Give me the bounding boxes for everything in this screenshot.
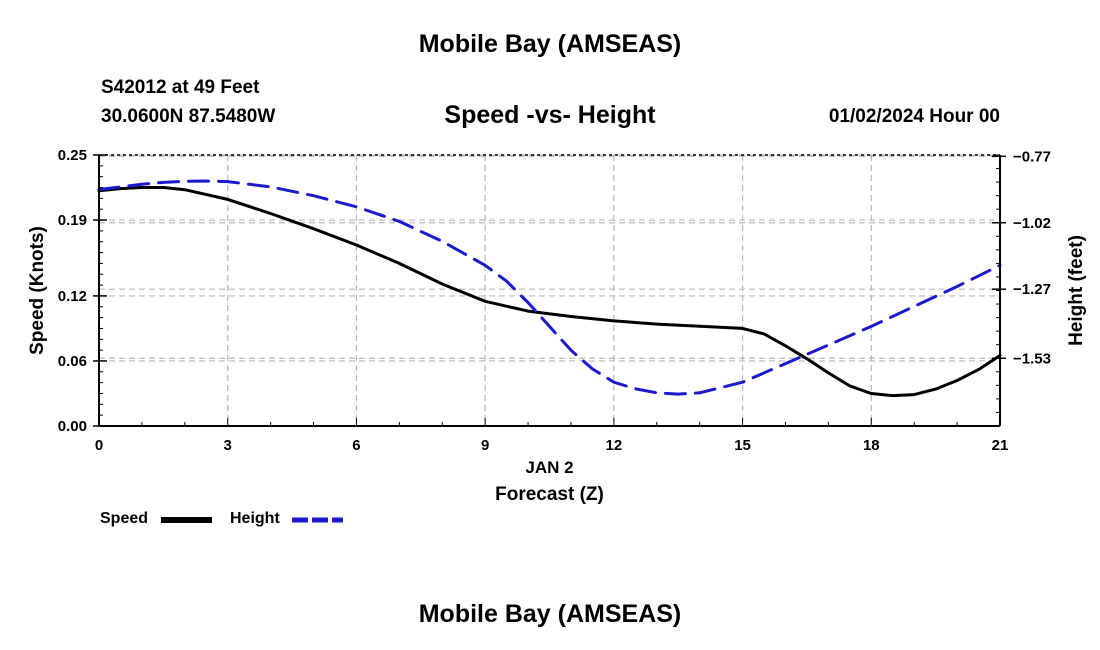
x-tick-label: 9 bbox=[481, 437, 489, 454]
x-tick-label: 0 bbox=[95, 437, 103, 454]
axis-labels: 0 3 6 9 12 15 18 21 0.00 0.06 0.12 0.19 0.25 −0.77 −1.… bbox=[27, 147, 1087, 505]
x-tick-label: 21 bbox=[992, 437, 1009, 454]
y-left-tick-label: 0.00 bbox=[58, 418, 87, 435]
x-tick-label: 3 bbox=[224, 437, 232, 454]
station-label: S42012 at 49 Feet bbox=[101, 77, 260, 98]
series-line-height bbox=[97, 179, 1002, 396]
y-right-tick-label: −1.02 bbox=[1013, 215, 1051, 232]
coordinates-label: 30.0600N 87.5480W bbox=[101, 106, 276, 127]
x-axis-title: Forecast (Z) bbox=[495, 484, 604, 505]
x-tick-label: 6 bbox=[352, 437, 360, 454]
top-title: Mobile Bay (AMSEAS) bbox=[418, 30, 682, 58]
legend-speed-label: Speed bbox=[100, 510, 149, 527]
y-axis-left-title: Speed (Knots) bbox=[27, 226, 48, 355]
legend-height-label: Height bbox=[230, 510, 280, 527]
y-left-tick-label: 0.06 bbox=[58, 353, 87, 370]
grid bbox=[99, 154, 1000, 426]
series-line-speed bbox=[97, 186, 1002, 398]
y-left-tick-label: 0.25 bbox=[58, 147, 87, 164]
y-right-tick-label: −1.53 bbox=[1013, 350, 1051, 367]
x-axis-date-label: JAN 2 bbox=[525, 458, 573, 477]
y-axis-right-title: Height (feet) bbox=[1066, 235, 1087, 346]
y-right-tick-label: −1.27 bbox=[1013, 281, 1051, 298]
y-left-tick-label: 0.19 bbox=[58, 212, 87, 229]
chart-title: Speed -vs- Height bbox=[444, 101, 656, 129]
series-layer bbox=[97, 179, 1002, 398]
x-tick-label: 12 bbox=[606, 437, 623, 454]
datetime-label: 01/02/2024 Hour 00 bbox=[828, 106, 1000, 127]
axes bbox=[93, 154, 1006, 427]
bottom-title: Mobile Bay (AMSEAS) bbox=[418, 600, 682, 628]
x-tick-label: 15 bbox=[734, 437, 751, 454]
y-right-tick-label: −0.77 bbox=[1013, 148, 1051, 165]
x-tick-label: 18 bbox=[863, 437, 880, 454]
y-left-tick-label: 0.12 bbox=[58, 288, 87, 305]
